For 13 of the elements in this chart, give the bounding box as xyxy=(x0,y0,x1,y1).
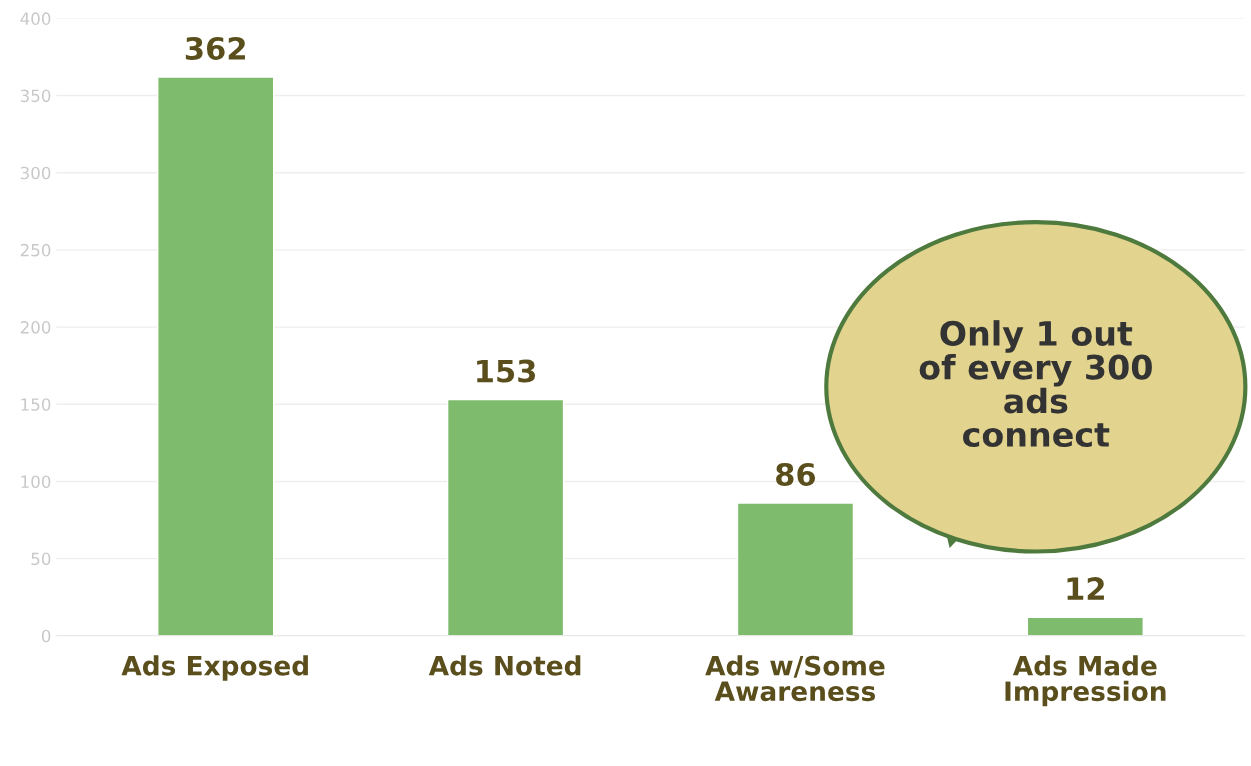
annotation: Only 1 out of every 300 ads connect xyxy=(919,320,1152,448)
data-label: 86 xyxy=(776,462,816,487)
x-tick-label: Ads w/Some Awareness xyxy=(705,655,885,702)
bar xyxy=(157,76,275,636)
bar xyxy=(446,398,565,636)
bar xyxy=(1026,616,1144,636)
data-label: 153 xyxy=(477,359,536,383)
data-label: 362 xyxy=(185,36,245,61)
x-tick-label: Ads Noted xyxy=(428,655,581,676)
x-tick-label: Ads Made Impression xyxy=(1005,655,1166,707)
x-tick-label: Ads Exposed xyxy=(121,655,308,681)
data-label: 12 xyxy=(1067,577,1104,600)
bar xyxy=(736,502,855,636)
